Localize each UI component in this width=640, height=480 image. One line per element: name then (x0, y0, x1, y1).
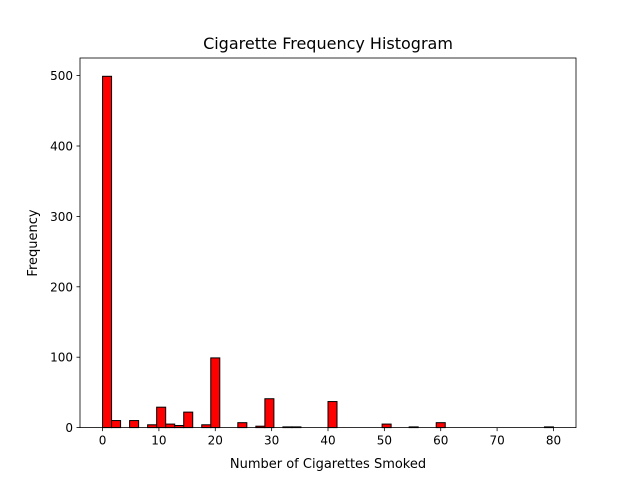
chart-title: Cigarette Frequency Histogram (203, 34, 453, 53)
histogram-bar (102, 75, 113, 429)
x-tick-label: 10 (151, 434, 166, 448)
histogram-bar (327, 401, 338, 429)
x-axis-ticks: 0 10 20 30 40 50 60 70 80 (99, 427, 561, 448)
x-tick-label: 60 (433, 434, 448, 448)
x-tick-label: 20 (208, 434, 223, 448)
x-tick-label: 80 (546, 434, 561, 448)
x-tick-label: 40 (320, 434, 335, 448)
histogram-bar (111, 420, 122, 429)
plot-frame (79, 57, 577, 429)
y-tick-label: 100 (50, 351, 73, 365)
x-tick-label: 70 (489, 434, 504, 448)
y-axis-label: Frequency (26, 209, 41, 276)
histogram-bar (201, 424, 212, 429)
histogram-bar (156, 406, 167, 429)
x-axis-label: Number of Cigarettes Smoked (230, 457, 426, 472)
histogram-bar (147, 424, 158, 429)
y-tick-label: 0 (65, 421, 73, 435)
x-tick-label: 0 (99, 434, 107, 448)
histogram-bar (264, 398, 275, 429)
y-tick-label: 400 (50, 140, 73, 154)
histogram-bar (165, 423, 176, 429)
y-tick-label: 200 (50, 280, 73, 294)
histogram-bar (435, 422, 446, 429)
x-tick-label: 50 (377, 434, 392, 448)
histogram-bar (183, 411, 194, 429)
histogram-bar (381, 423, 392, 429)
histogram-bar (237, 422, 248, 429)
bars-group (102, 75, 554, 429)
y-tick-label: 300 (50, 210, 73, 224)
x-tick-label: 30 (264, 434, 279, 448)
y-axis-ticks: 0 100 200 300 400 500 (50, 69, 80, 435)
histogram-bar (210, 357, 221, 429)
y-tick-label: 500 (50, 69, 73, 83)
histogram-bar (129, 420, 140, 429)
